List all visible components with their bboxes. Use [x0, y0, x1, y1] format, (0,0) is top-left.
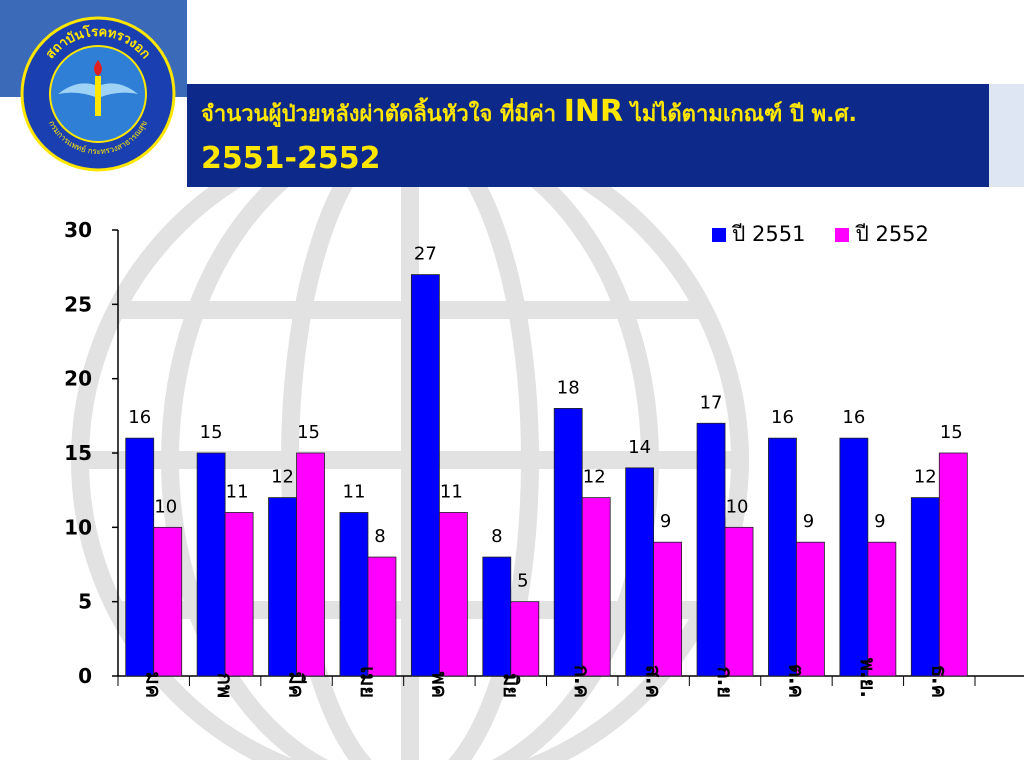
bar: [910, 497, 940, 677]
x-category-label: ธ.ค: [927, 665, 951, 698]
x-category-label: มีค: [285, 671, 309, 698]
y-tick-label: 15: [64, 441, 92, 465]
x-category-label: ก.ค: [570, 665, 594, 698]
title-right-decoration: [989, 84, 1024, 187]
bar: [724, 526, 754, 677]
data-label: 15: [940, 422, 963, 443]
bar: [625, 467, 655, 677]
title-inr: INR: [563, 94, 624, 129]
title-line1-part2: ไม่ได้ตามเกณฑ์ ปี พ.ศ.: [623, 102, 857, 127]
data-label: 9: [874, 511, 885, 532]
bar: [581, 497, 611, 677]
x-category-label: ส.ค: [642, 665, 666, 698]
bar: [268, 497, 297, 677]
bar: [410, 274, 440, 677]
title-line1-part1: จำนวนผู้ป่วยหลังผ่าตัดลิ้นหัวใจ ที่มีค่า: [201, 102, 564, 127]
x-category-label: มิย: [499, 673, 523, 698]
bar: [153, 526, 183, 677]
y-tick-label: 0: [78, 664, 92, 688]
title-bar: จำนวนผู้ป่วยหลังผ่าตัดลิ้นหัวใจ ที่มีค่า…: [187, 84, 989, 187]
data-label: 14: [628, 437, 651, 458]
bar: [867, 541, 897, 677]
bar: [482, 556, 512, 677]
x-category-label: มค: [142, 671, 166, 698]
bar: [224, 512, 254, 677]
bar: [796, 541, 825, 677]
data-label: 11: [343, 481, 366, 502]
institute-logo-icon: สถาบันโรคทรวงอก กรมการแพทย์ กระทรวงสาธาร…: [20, 16, 176, 172]
title-line2: 2551-2552: [201, 141, 381, 176]
bar: [125, 437, 155, 677]
bar: [339, 512, 369, 677]
bar: [768, 437, 797, 677]
bar: [839, 437, 869, 677]
data-label: 8: [374, 526, 385, 547]
y-tick-label: 25: [64, 292, 92, 316]
data-label: 5: [517, 571, 528, 592]
x-category-label: พค: [427, 671, 451, 698]
data-label: 10: [726, 496, 749, 517]
x-category-label: เมย: [356, 666, 380, 698]
chart-legend: ปี 2551 ปี 2552: [712, 218, 929, 251]
data-label: 17: [700, 392, 723, 413]
legend-swatch-2551: [712, 227, 726, 242]
legend-label-2551: ปี 2551: [732, 222, 806, 246]
data-label: 9: [803, 511, 814, 532]
data-label: 16: [128, 407, 151, 428]
data-label: 12: [271, 467, 294, 488]
data-label: 16: [842, 407, 865, 428]
bar: [938, 452, 968, 677]
data-label: 11: [440, 481, 463, 502]
bar: [553, 407, 583, 677]
data-label: 11: [226, 481, 249, 502]
x-category-label: ก.ย: [713, 667, 737, 698]
data-label: 18: [557, 377, 580, 398]
legend-item-2552: ปี 2552: [835, 218, 929, 251]
legend-item-2551: ปี 2551: [712, 218, 805, 251]
data-label: 15: [200, 422, 223, 443]
data-label: 8: [491, 526, 502, 547]
data-label: 16: [771, 407, 794, 428]
legend-label-2552: ปี 2552: [855, 222, 929, 246]
bar: [653, 541, 683, 677]
data-label: 15: [297, 422, 320, 443]
bar: [296, 452, 325, 677]
y-tick-label: 5: [78, 590, 92, 614]
bar: [510, 601, 540, 677]
y-tick-label: 10: [64, 515, 92, 539]
bar: [696, 422, 726, 677]
data-label: 12: [914, 467, 937, 488]
data-label: 27: [414, 244, 437, 265]
x-category-label: ต.ค: [784, 664, 808, 698]
page-title: จำนวนผู้ป่วยหลังผ่าตัดลิ้นหัวใจ ที่มีค่า…: [201, 90, 975, 181]
bar: [196, 452, 226, 677]
data-label: 12: [583, 467, 606, 488]
bar: [367, 556, 397, 677]
legend-swatch-2552: [835, 227, 850, 242]
y-tick-label: 30: [64, 218, 92, 242]
y-tick-label: 20: [64, 367, 92, 391]
data-label: 10: [154, 496, 177, 517]
x-category-label: กพ: [213, 673, 237, 698]
x-category-label: พ.ย.: [856, 658, 880, 698]
data-label: 9: [660, 511, 671, 532]
bar: [438, 512, 468, 677]
